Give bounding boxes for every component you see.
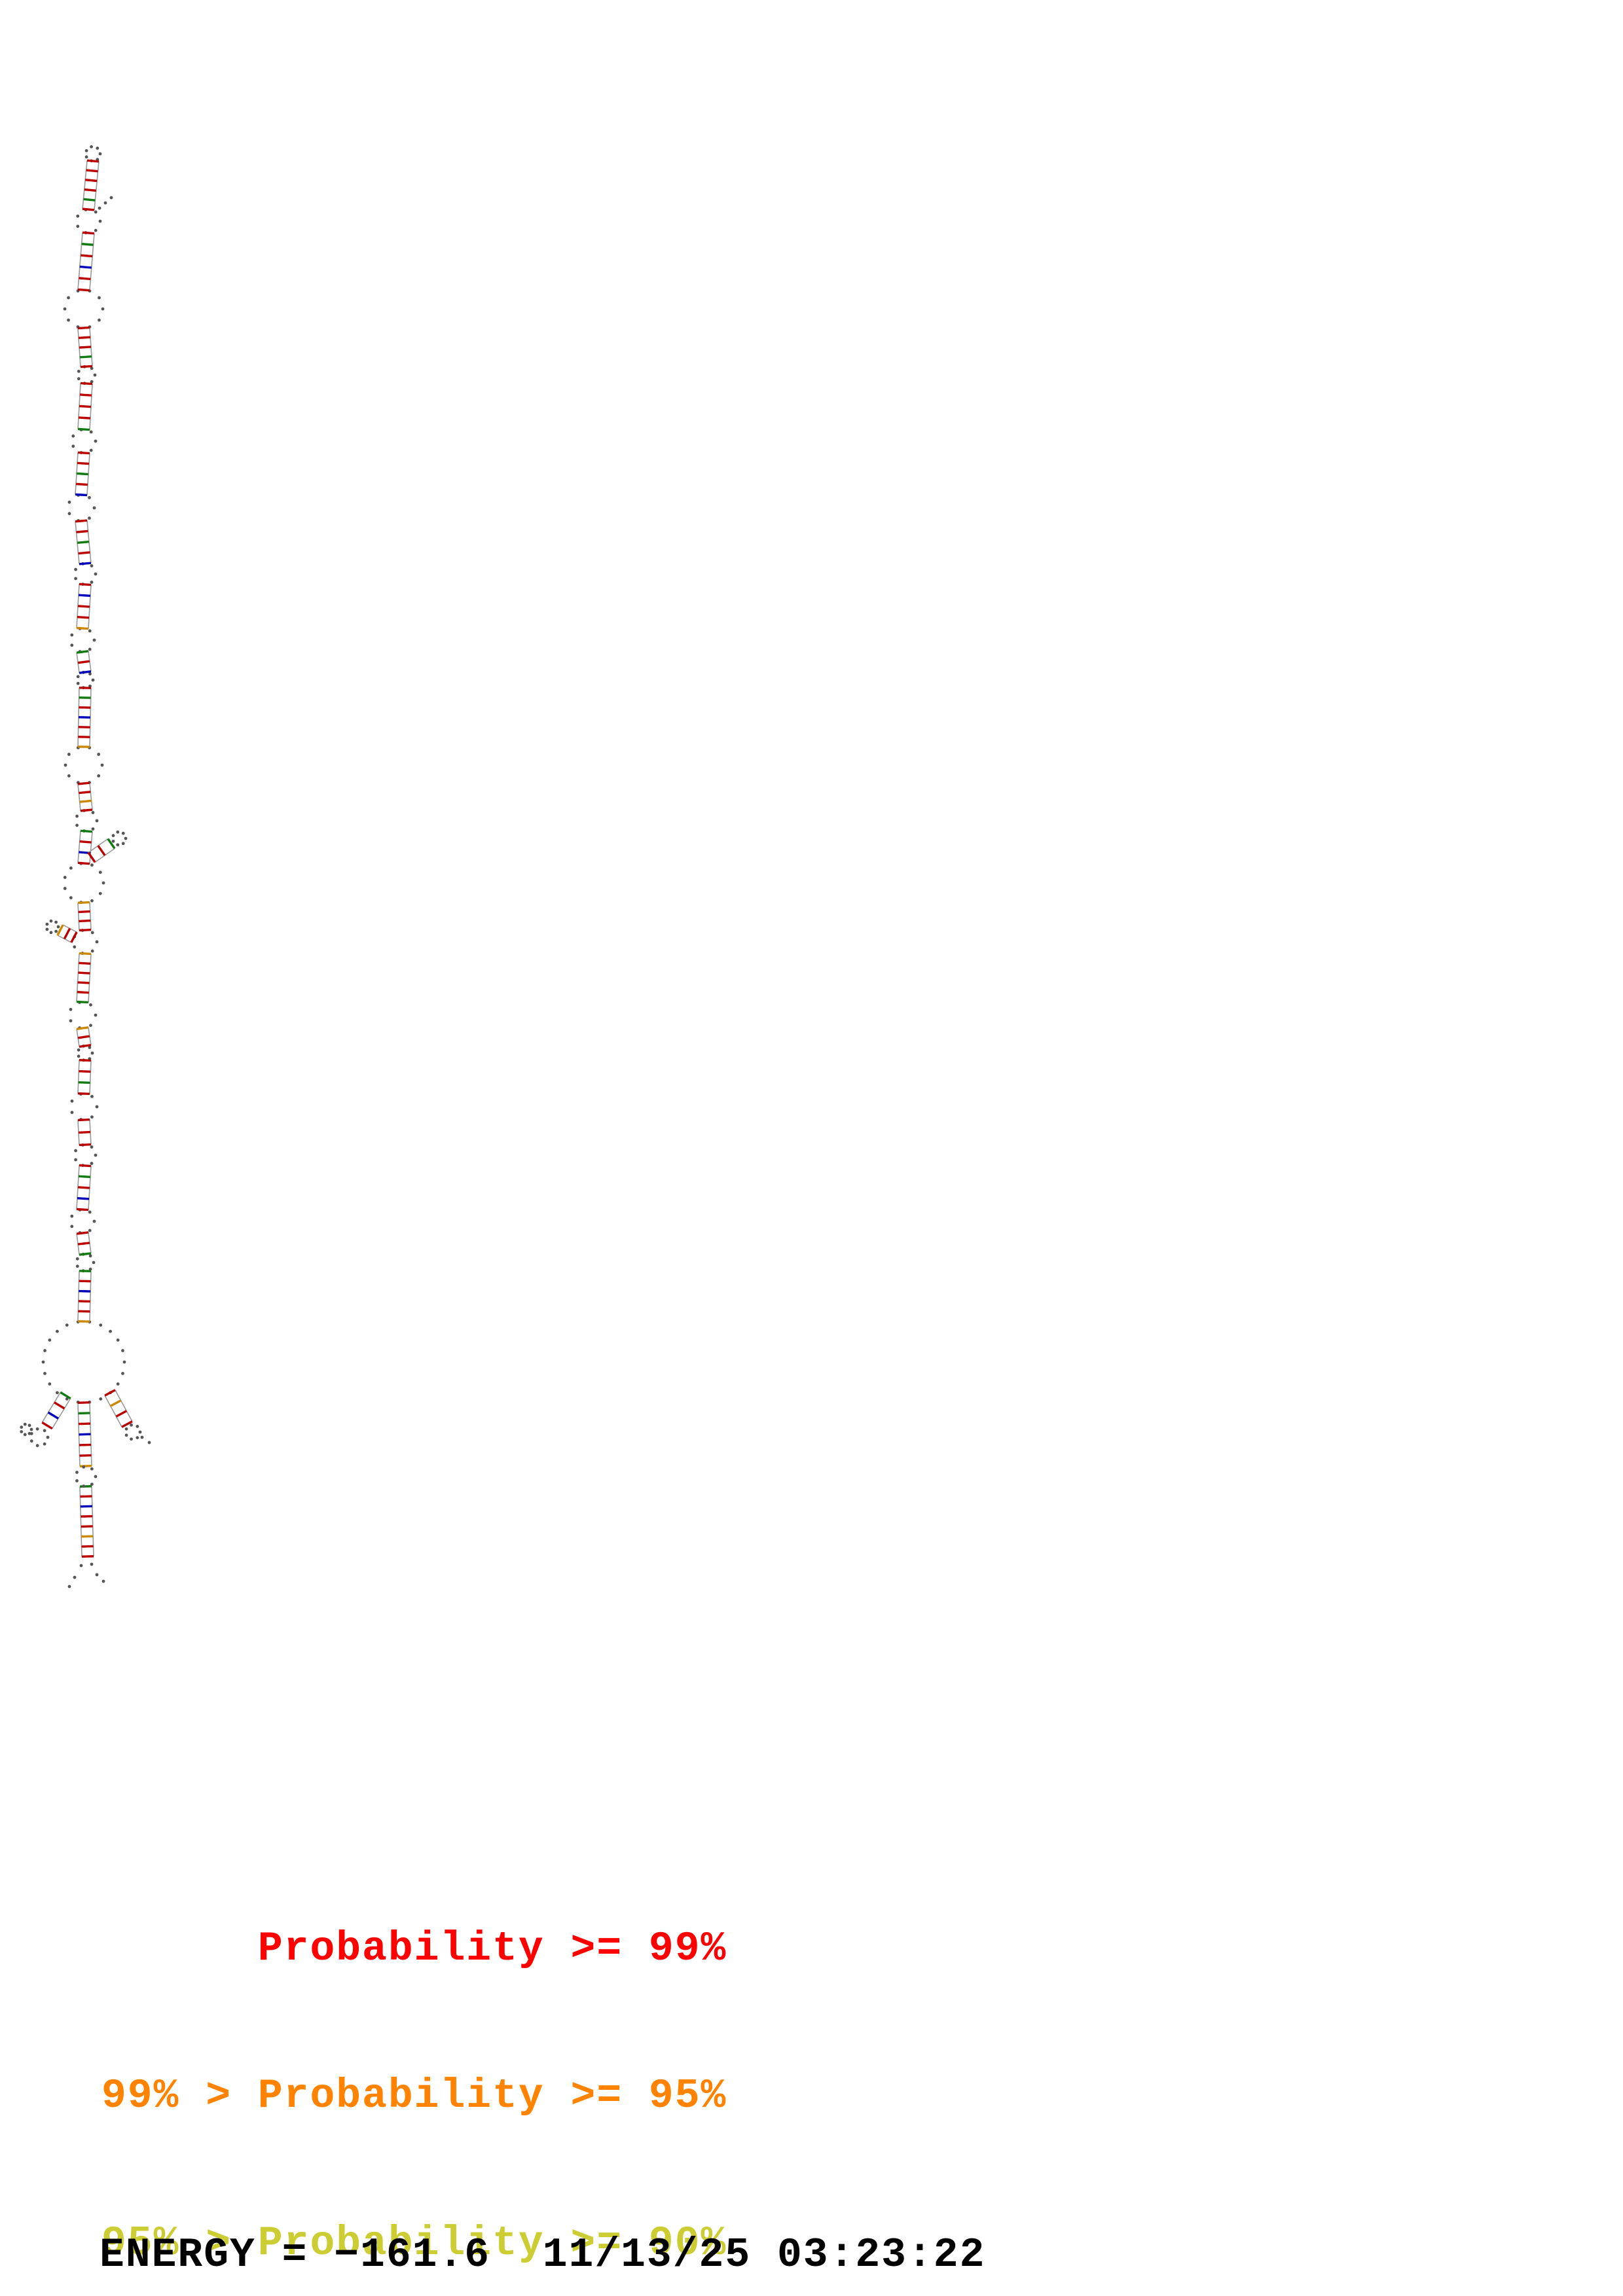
legend-item-95-99: 99% > Probability >= 95% <box>101 2073 727 2119</box>
probability-legend: Probability >= 99% 99% > Probability >= … <box>101 1826 727 2296</box>
legend-item-99: Probability >= 99% <box>101 1926 727 1972</box>
energy-line: ENERGY = −161.6 11/13/25 03:23:22 <box>100 2232 986 2278</box>
legend-item-90-95: 95% > Probability >= 90% <box>101 2220 727 2267</box>
